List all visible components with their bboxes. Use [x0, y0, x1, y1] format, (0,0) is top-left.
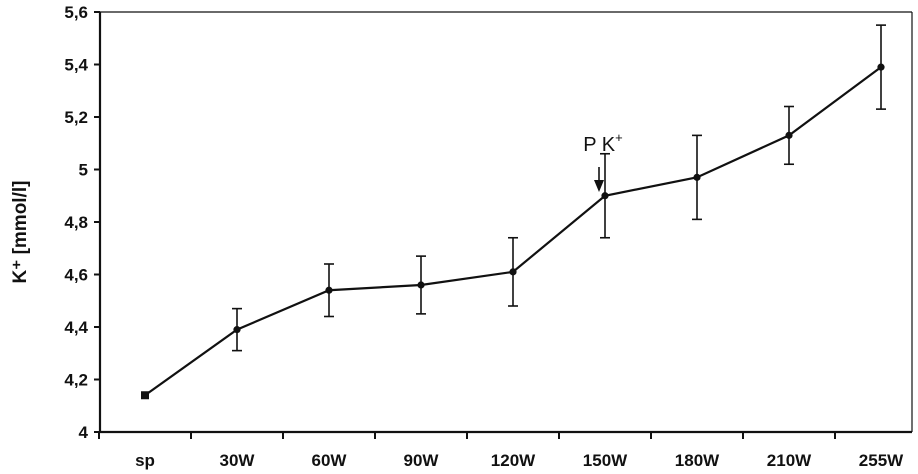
y-tick-label: 4,4	[64, 318, 88, 337]
y-tick-label: 4,6	[64, 266, 88, 285]
axes	[98, 11, 913, 434]
y-tick-label: 4,2	[64, 371, 88, 390]
data-point	[877, 63, 885, 71]
annotation-arrow-head	[594, 180, 604, 192]
x-tick-label: 30W	[220, 451, 256, 470]
annotation-sup: +	[615, 130, 623, 145]
data-point	[509, 268, 517, 276]
x-tick-label: 150W	[583, 451, 628, 470]
x-tick-label: 210W	[767, 451, 812, 470]
y-tick-label: 5	[79, 161, 88, 180]
series-group	[141, 24, 886, 400]
y-tick-label: 5,4	[64, 56, 88, 75]
x-ticks: sp 30W 60W 90W 120W 150W 180W 210W 255W	[98, 432, 904, 470]
data-point	[601, 192, 609, 200]
x-tick-label: 180W	[675, 451, 720, 470]
data-point	[233, 326, 241, 334]
x-tick-label: 120W	[491, 451, 536, 470]
series-line	[144, 66, 882, 397]
x-tick-label: 60W	[312, 451, 348, 470]
x-tick-label: 90W	[404, 451, 440, 470]
x-tick-label: 255W	[859, 451, 904, 470]
y-ticks: 4 4,2 4,4 4,6 4,8 5 5,2 5,4 5,6	[64, 3, 100, 442]
data-point	[141, 391, 149, 400]
y-axis-title: K⁺ [mmol/l]	[10, 181, 31, 284]
y-tick-label: 5,6	[64, 3, 88, 22]
y-tick-label: 4	[79, 423, 89, 442]
data-point	[325, 286, 333, 294]
annotation-label: P K+	[583, 130, 622, 156]
data-point	[693, 173, 701, 181]
x-tick-label: sp	[135, 451, 155, 470]
y-tick-label: 4,8	[64, 213, 88, 232]
data-point	[785, 131, 793, 139]
annotation-main: P K	[583, 134, 616, 156]
data-point	[417, 281, 425, 289]
annotation: P K+	[583, 130, 623, 192]
y-tick-label: 5,2	[64, 108, 88, 127]
